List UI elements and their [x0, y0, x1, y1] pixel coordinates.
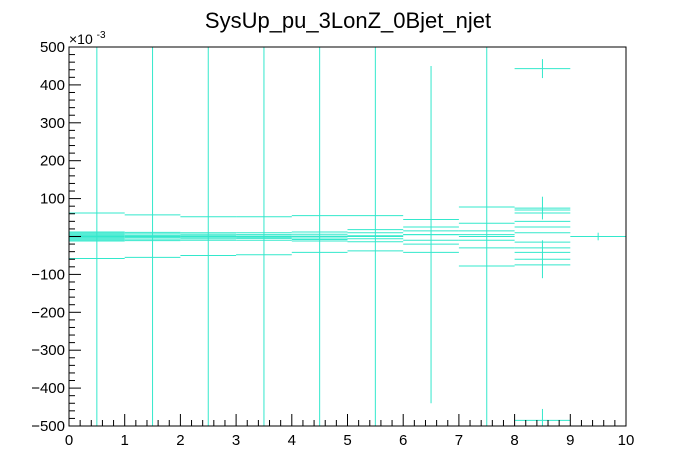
y-tick-label: 200 — [40, 153, 65, 170]
x-tick-label: 0 — [65, 432, 73, 449]
x-tick-label: 9 — [566, 432, 574, 449]
y-tick-label: 300 — [40, 115, 65, 132]
y-axis-multiplier-exponent: -3 — [97, 30, 106, 41]
y-tick-label: −100 — [31, 266, 65, 283]
data-point-0-71 — [514, 59, 571, 79]
x-tick-label: 6 — [399, 432, 407, 449]
y-tick-label: 500 — [40, 39, 65, 56]
x-tick-label: 4 — [288, 432, 296, 449]
data-point-0-33 — [236, 47, 292, 426]
data-layer — [69, 47, 626, 426]
data-point-0-67 — [458, 47, 515, 426]
data-point-0-15 — [124, 47, 181, 426]
axis-layer: 0 1 2 3 4 5 6 7 8 9 10 −500 −400 −300 −200 −100 100 200 30… — [31, 39, 634, 449]
y-tick-label: 400 — [40, 77, 65, 94]
y-tick-label: −500 — [31, 418, 65, 435]
data-point-0-51 — [347, 47, 404, 426]
y-axis-multiplier: ×10 -3 — [69, 30, 106, 47]
x-tick-label: 3 — [232, 432, 240, 449]
data-point-0-84 — [570, 232, 626, 241]
x-tick-label: 1 — [121, 432, 129, 449]
x-tick-label: 7 — [455, 432, 463, 449]
data-point-0-83 — [514, 408, 571, 426]
y-tick-label: −200 — [31, 304, 65, 321]
chart-title: SysUp_pu_3LonZ_0Bjet_njet — [205, 8, 491, 33]
x-tick-label: 10 — [618, 432, 635, 449]
data-point-0-42 — [291, 47, 348, 426]
data-point-0-24 — [180, 47, 237, 426]
x-tick-label: 8 — [510, 432, 518, 449]
y-tick-label: −300 — [31, 342, 65, 359]
data-point-0-59 — [403, 65, 459, 404]
x-tick-label: 2 — [176, 432, 184, 449]
y-tick-label: 100 — [40, 191, 65, 208]
x-tick-label: 5 — [343, 432, 351, 449]
y-tick-label: −400 — [31, 380, 65, 397]
y-axis-multiplier-base: ×10 — [69, 31, 93, 47]
data-point-0-72 — [514, 196, 571, 220]
data-point-0-81 — [514, 240, 571, 279]
